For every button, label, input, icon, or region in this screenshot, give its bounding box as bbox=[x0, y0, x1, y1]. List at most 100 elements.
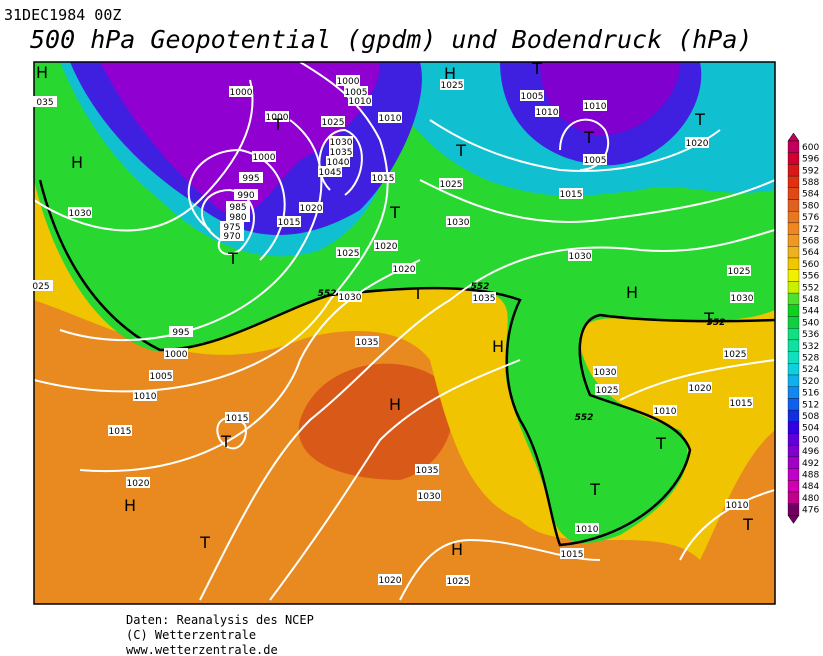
isobar-label: 1020 bbox=[686, 139, 709, 149]
label-box bbox=[329, 146, 353, 157]
colorbar-label: 576 bbox=[802, 213, 819, 223]
colorbar-swatch bbox=[787, 246, 800, 259]
colorbar-label: 572 bbox=[802, 225, 819, 235]
low-marker: T bbox=[455, 141, 466, 160]
isobar-label: 990 bbox=[237, 191, 254, 201]
map-frame bbox=[33, 61, 776, 605]
isobar-label: 1005 bbox=[150, 372, 173, 382]
low-marker: T bbox=[655, 434, 666, 453]
label-box bbox=[374, 240, 398, 251]
high-marker: H bbox=[451, 540, 463, 559]
label-box bbox=[234, 189, 258, 200]
label-box bbox=[336, 247, 360, 258]
high-marker: H bbox=[389, 395, 401, 414]
colorbar-swatch bbox=[787, 433, 800, 446]
low-marker: T bbox=[272, 115, 283, 134]
colorbar-swatch bbox=[787, 211, 800, 224]
colorbar-swatch bbox=[787, 456, 800, 469]
isobar-label: 985 bbox=[229, 203, 246, 213]
label-box bbox=[415, 464, 439, 475]
label-box bbox=[220, 221, 244, 232]
low-marker: T bbox=[412, 284, 423, 303]
label-box bbox=[229, 86, 253, 97]
isobar-label: 1020 bbox=[393, 265, 416, 275]
colorbar-label: 588 bbox=[802, 178, 819, 188]
isobar-label: 1010 bbox=[576, 525, 599, 535]
label-box bbox=[149, 370, 173, 381]
isobar-label: 1045 bbox=[319, 168, 342, 178]
colorbar-label: 508 bbox=[802, 412, 819, 422]
label-box bbox=[299, 202, 323, 213]
low-marker: T bbox=[742, 515, 753, 534]
colorbar: 6005965925885845805765725685645605565525… bbox=[787, 132, 819, 524]
colorbar-label: 528 bbox=[802, 353, 819, 363]
label-box bbox=[653, 405, 677, 416]
colorbar-swatch bbox=[787, 304, 800, 317]
label-box bbox=[344, 86, 368, 97]
colorbar-swatch bbox=[787, 339, 800, 352]
isobar-label: 1030 bbox=[594, 368, 617, 378]
map-field bbox=[34, 62, 775, 604]
isobar-label: 1005 bbox=[584, 156, 607, 166]
isobar-label: 1015 bbox=[560, 190, 583, 200]
isobar-label: 1010 bbox=[349, 97, 372, 107]
label-box bbox=[220, 230, 244, 241]
high-marker: H bbox=[492, 337, 504, 356]
isobar-label: 1010 bbox=[134, 392, 157, 402]
isobar-label: 1025 bbox=[441, 81, 464, 91]
colorbar-swatch bbox=[787, 187, 800, 200]
label-box bbox=[164, 348, 188, 359]
colorbar-label: 536 bbox=[802, 330, 819, 340]
map-title: 500 hPa Geopotential (gpdm) und Bodendru… bbox=[30, 25, 752, 54]
label-box bbox=[593, 366, 617, 377]
colorbar-label: 584 bbox=[802, 190, 819, 200]
label-box bbox=[68, 207, 92, 218]
isobar-label: 1040 bbox=[327, 158, 350, 168]
isobar-label: 975 bbox=[223, 223, 240, 233]
isobar-label: 1035 bbox=[356, 338, 379, 348]
colorbar-cap bbox=[787, 132, 800, 142]
label-box bbox=[318, 166, 342, 177]
contour-label: 552 bbox=[707, 318, 726, 328]
isobar-label: 1015 bbox=[730, 399, 753, 409]
label-box bbox=[535, 106, 559, 117]
label-box bbox=[133, 390, 157, 401]
isobar-label: 1035 bbox=[416, 466, 439, 476]
label-box bbox=[336, 75, 360, 86]
isobar-label: 1025 bbox=[440, 180, 463, 190]
isobars bbox=[34, 62, 775, 601]
colorbar-label: 592 bbox=[802, 166, 819, 176]
isobar-label: 1010 bbox=[654, 407, 677, 417]
isobar-label: 995 bbox=[242, 174, 259, 184]
isobar-label: 1015 bbox=[226, 414, 249, 424]
contour-label: 552 bbox=[471, 282, 490, 292]
isobar-label: 025 bbox=[32, 282, 49, 292]
isobar-label: 1015 bbox=[372, 174, 395, 184]
colorbar-swatch bbox=[787, 140, 800, 153]
label-box bbox=[108, 425, 132, 436]
isobar-label: 1020 bbox=[127, 479, 150, 489]
colorbar-swatch bbox=[787, 421, 800, 434]
colorbar-swatch bbox=[787, 281, 800, 294]
label-box bbox=[520, 90, 544, 101]
colorbar-label: 556 bbox=[802, 272, 819, 282]
colorbar-label: 560 bbox=[802, 260, 819, 270]
colorbar-label: 596 bbox=[802, 155, 819, 165]
label-box bbox=[583, 154, 607, 165]
label-box bbox=[685, 137, 709, 148]
isobar-label: 1015 bbox=[561, 550, 584, 560]
colorbar-swatch bbox=[787, 363, 800, 376]
isobar-label: 1025 bbox=[447, 577, 470, 587]
label-box bbox=[126, 477, 150, 488]
isobar-label: 1015 bbox=[278, 218, 301, 228]
label-box bbox=[321, 116, 345, 127]
colorbar-swatch bbox=[787, 234, 800, 247]
colorbar-swatch bbox=[787, 164, 800, 177]
colorbar-label: 500 bbox=[802, 435, 819, 445]
label-box bbox=[277, 216, 301, 227]
isobar-label: 1020 bbox=[379, 576, 402, 586]
colorbar-swatch bbox=[787, 374, 800, 387]
label-box bbox=[378, 574, 402, 585]
colorbar-label: 492 bbox=[802, 459, 819, 469]
low-marker: T bbox=[589, 480, 600, 499]
